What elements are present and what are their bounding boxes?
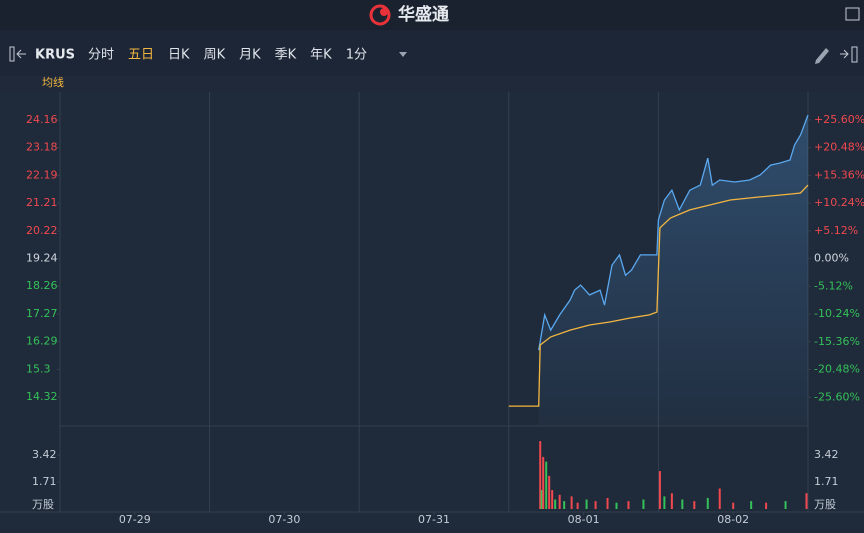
volume-bar <box>558 494 561 509</box>
volume-bar <box>615 502 618 509</box>
x-tick-label: 07-30 <box>268 513 300 526</box>
volume-bar <box>594 501 597 509</box>
y2-tick-label: -10.24% <box>814 307 860 320</box>
volume-bar <box>540 490 543 509</box>
volume-bar <box>718 488 721 509</box>
volume-bar <box>539 441 542 509</box>
x-tick-label: 08-02 <box>717 513 749 526</box>
volume-tick-label: 1.71 <box>32 475 57 488</box>
y-tick-label: 18.26 <box>26 279 58 292</box>
price-area <box>538 115 808 425</box>
tab[interactable]: 分时 <box>88 48 114 63</box>
y2-tick-label: -25.60% <box>814 390 860 403</box>
price-line <box>538 114 809 351</box>
tab[interactable]: 周K <box>204 48 226 63</box>
x-tick-label: 07-29 <box>119 513 151 526</box>
volume-bar <box>681 499 684 509</box>
y-tick-label: 14.32 <box>26 390 58 403</box>
y2-tick-label: 0.00% <box>814 252 849 265</box>
y2-tick-label: -20.48% <box>814 363 860 376</box>
volume-bar <box>706 497 709 509</box>
volume-bar <box>642 499 645 509</box>
y-tick-label: 16.29 <box>26 335 58 348</box>
volume-bar <box>545 461 548 509</box>
y2-tick-label: -5.12% <box>814 279 853 292</box>
symbol: KRUS <box>35 48 75 63</box>
volume-bar <box>554 499 557 509</box>
tab[interactable]: 五日 <box>128 48 154 63</box>
volume-unit: 万股 <box>32 498 54 511</box>
toolbar <box>0 30 864 76</box>
volume-bar <box>585 499 588 509</box>
title-bar <box>0 0 864 30</box>
volume-bar <box>542 456 545 509</box>
tab[interactable]: 1分 <box>346 48 367 63</box>
volume-tick-label: 1.71 <box>814 475 839 488</box>
volume-bar <box>548 475 551 509</box>
y-tick-label: 17.27 <box>26 307 58 320</box>
y2-tick-label: +20.48% <box>814 141 864 154</box>
tab[interactable]: 年K <box>310 48 332 63</box>
layout-icon[interactable] <box>845 7 860 21</box>
y2-tick-label: +25.60% <box>814 113 864 126</box>
indicator-label: 均线 <box>42 75 64 89</box>
y2-tick-label: +15.36% <box>814 168 864 181</box>
volume-bar <box>658 471 661 509</box>
volume-bar <box>670 493 673 509</box>
y-tick-label: 24.16 <box>26 113 58 126</box>
back-icon[interactable] <box>9 46 26 62</box>
volume-bar <box>693 501 696 509</box>
volume-bar <box>663 496 666 509</box>
dropdown-arrow[interactable] <box>399 52 407 57</box>
tab[interactable]: 月K <box>239 48 261 63</box>
logo <box>369 4 391 26</box>
y-tick-label: 20.22 <box>26 224 58 237</box>
volume-bar <box>627 501 630 509</box>
edit-icon[interactable] <box>815 48 829 64</box>
app-title: 华盛通 <box>398 4 449 25</box>
tab[interactable]: 日K <box>168 48 190 63</box>
y2-tick-label: +5.12% <box>814 224 858 237</box>
y2-tick-label: -15.36% <box>814 335 860 348</box>
volume-bar <box>750 501 753 509</box>
volume-bar <box>551 490 554 509</box>
tab[interactable]: 季K <box>275 48 297 63</box>
price-line <box>508 184 809 407</box>
volume-bar <box>784 501 787 509</box>
volume-bar <box>563 501 566 509</box>
volume-tick-label: 3.42 <box>814 448 839 461</box>
x-tick-label: 07-31 <box>418 513 450 526</box>
volume-tick-label: 3.42 <box>32 448 57 461</box>
volume-bar <box>732 502 735 509</box>
volume-unit: 万股 <box>814 498 836 511</box>
y-tick-label: 23.18 <box>26 141 58 154</box>
volume-bar <box>576 502 579 509</box>
y-tick-label: 21.21 <box>26 196 58 209</box>
volume-bar <box>606 497 609 509</box>
y-tick-label: 19.24 <box>26 252 58 265</box>
y2-tick-label: +10.24% <box>814 196 864 209</box>
split-icon[interactable] <box>840 46 858 63</box>
volume-bar <box>570 496 573 509</box>
volume-bar <box>805 493 808 509</box>
y-tick-label: 22.19 <box>26 169 58 182</box>
volume-bar <box>765 502 768 509</box>
x-tick-label: 08-01 <box>568 513 600 526</box>
y-tick-label: 15.3 <box>26 363 51 376</box>
